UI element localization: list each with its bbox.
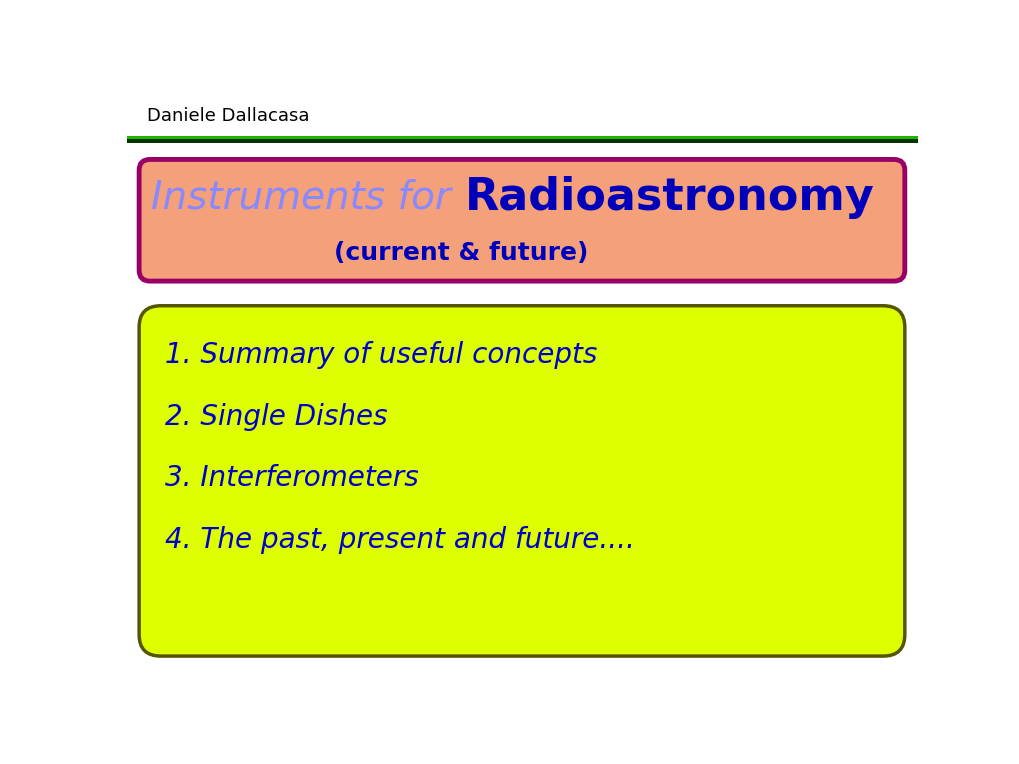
Text: 4. The past, present and future....: 4. The past, present and future....	[164, 526, 634, 554]
FancyBboxPatch shape	[139, 160, 904, 281]
Text: 1. Summary of useful concepts: 1. Summary of useful concepts	[164, 341, 596, 369]
Text: Radioastronomy: Radioastronomy	[464, 176, 873, 219]
FancyBboxPatch shape	[139, 306, 904, 656]
Text: Instruments for: Instruments for	[151, 179, 463, 217]
Text: 2. Single Dishes: 2. Single Dishes	[164, 403, 387, 431]
Text: 3. Interferometers: 3. Interferometers	[164, 465, 418, 492]
Text: (current & future): (current & future)	[333, 241, 587, 265]
Text: Daniele Dallacasa: Daniele Dallacasa	[147, 107, 309, 125]
